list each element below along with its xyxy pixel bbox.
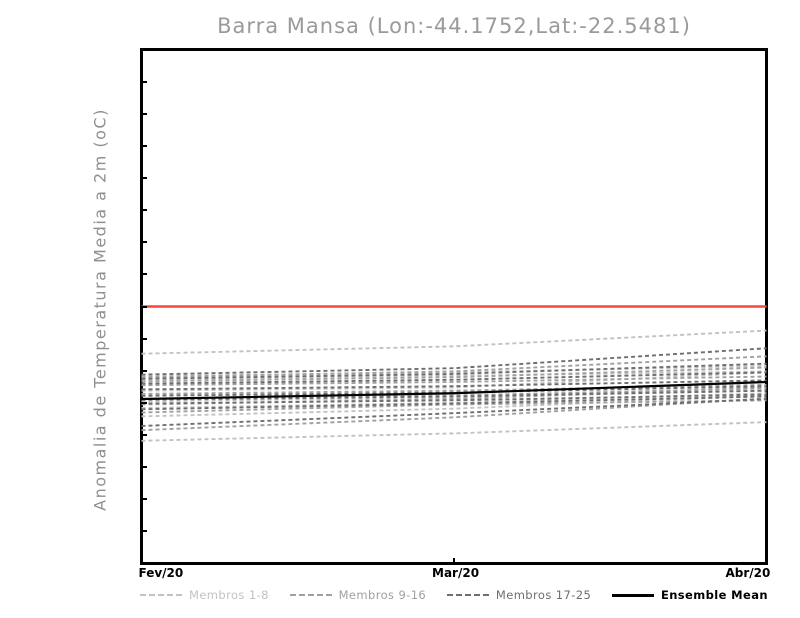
y-tick-mark xyxy=(140,337,147,340)
x-tick-label: Abr/20 xyxy=(725,566,771,580)
y-tick-mark xyxy=(140,434,147,436)
x-tick-mark xyxy=(140,558,143,565)
legend-swatch-icon xyxy=(289,594,332,596)
y-tick-mark xyxy=(140,498,147,501)
legend-item[interactable]: Membros 9-16 xyxy=(289,588,427,602)
y-tick-mark xyxy=(140,273,147,276)
x-tick-label: Mar/20 xyxy=(432,566,480,580)
legend-item[interactable]: Membros 17-25 xyxy=(446,588,592,602)
legend-item[interactable]: Membros 1-8 xyxy=(140,588,269,602)
legend-swatch-icon xyxy=(446,594,489,596)
x-tick-mark xyxy=(765,558,768,565)
y-tick-mark xyxy=(140,305,147,308)
legend-label: Membros 9-16 xyxy=(338,588,427,602)
y-tick-mark xyxy=(140,401,147,404)
legend-label: Membros 1-8 xyxy=(189,588,269,602)
y-tick-mark xyxy=(140,369,147,372)
y-tick-mark xyxy=(140,112,147,115)
page-title: Barra Mansa (Lon:-44.1752,Lat:-22.5481) xyxy=(217,14,691,38)
x-tick-label: Fev/20 xyxy=(138,566,184,580)
y-tick-mark xyxy=(140,530,147,533)
y-axis-label: Anomalia de Temperatura Media a 2m (oC) xyxy=(90,108,110,511)
y-tick-mark xyxy=(140,177,147,179)
legend-item[interactable]: Ensemble Mean xyxy=(611,588,768,602)
legend-label: Ensemble Mean xyxy=(660,588,768,602)
y-tick-mark xyxy=(140,48,147,51)
y-tick-mark xyxy=(140,562,147,565)
y-tick-mark xyxy=(140,144,147,147)
y-tick-mark xyxy=(140,466,147,469)
y-tick-mark xyxy=(140,209,147,212)
y-tick-mark xyxy=(140,241,147,244)
legend-label: Membros 17-25 xyxy=(495,588,592,602)
legend-swatch-icon xyxy=(611,593,654,597)
chart-legend: Membros 1-8 Membros 9-16 Membros 17-25 Ense… xyxy=(140,586,768,604)
legend-swatch-icon xyxy=(140,594,182,596)
y-tick-mark xyxy=(140,80,147,83)
x-tick-mark xyxy=(453,558,455,565)
plot-area xyxy=(140,48,768,565)
